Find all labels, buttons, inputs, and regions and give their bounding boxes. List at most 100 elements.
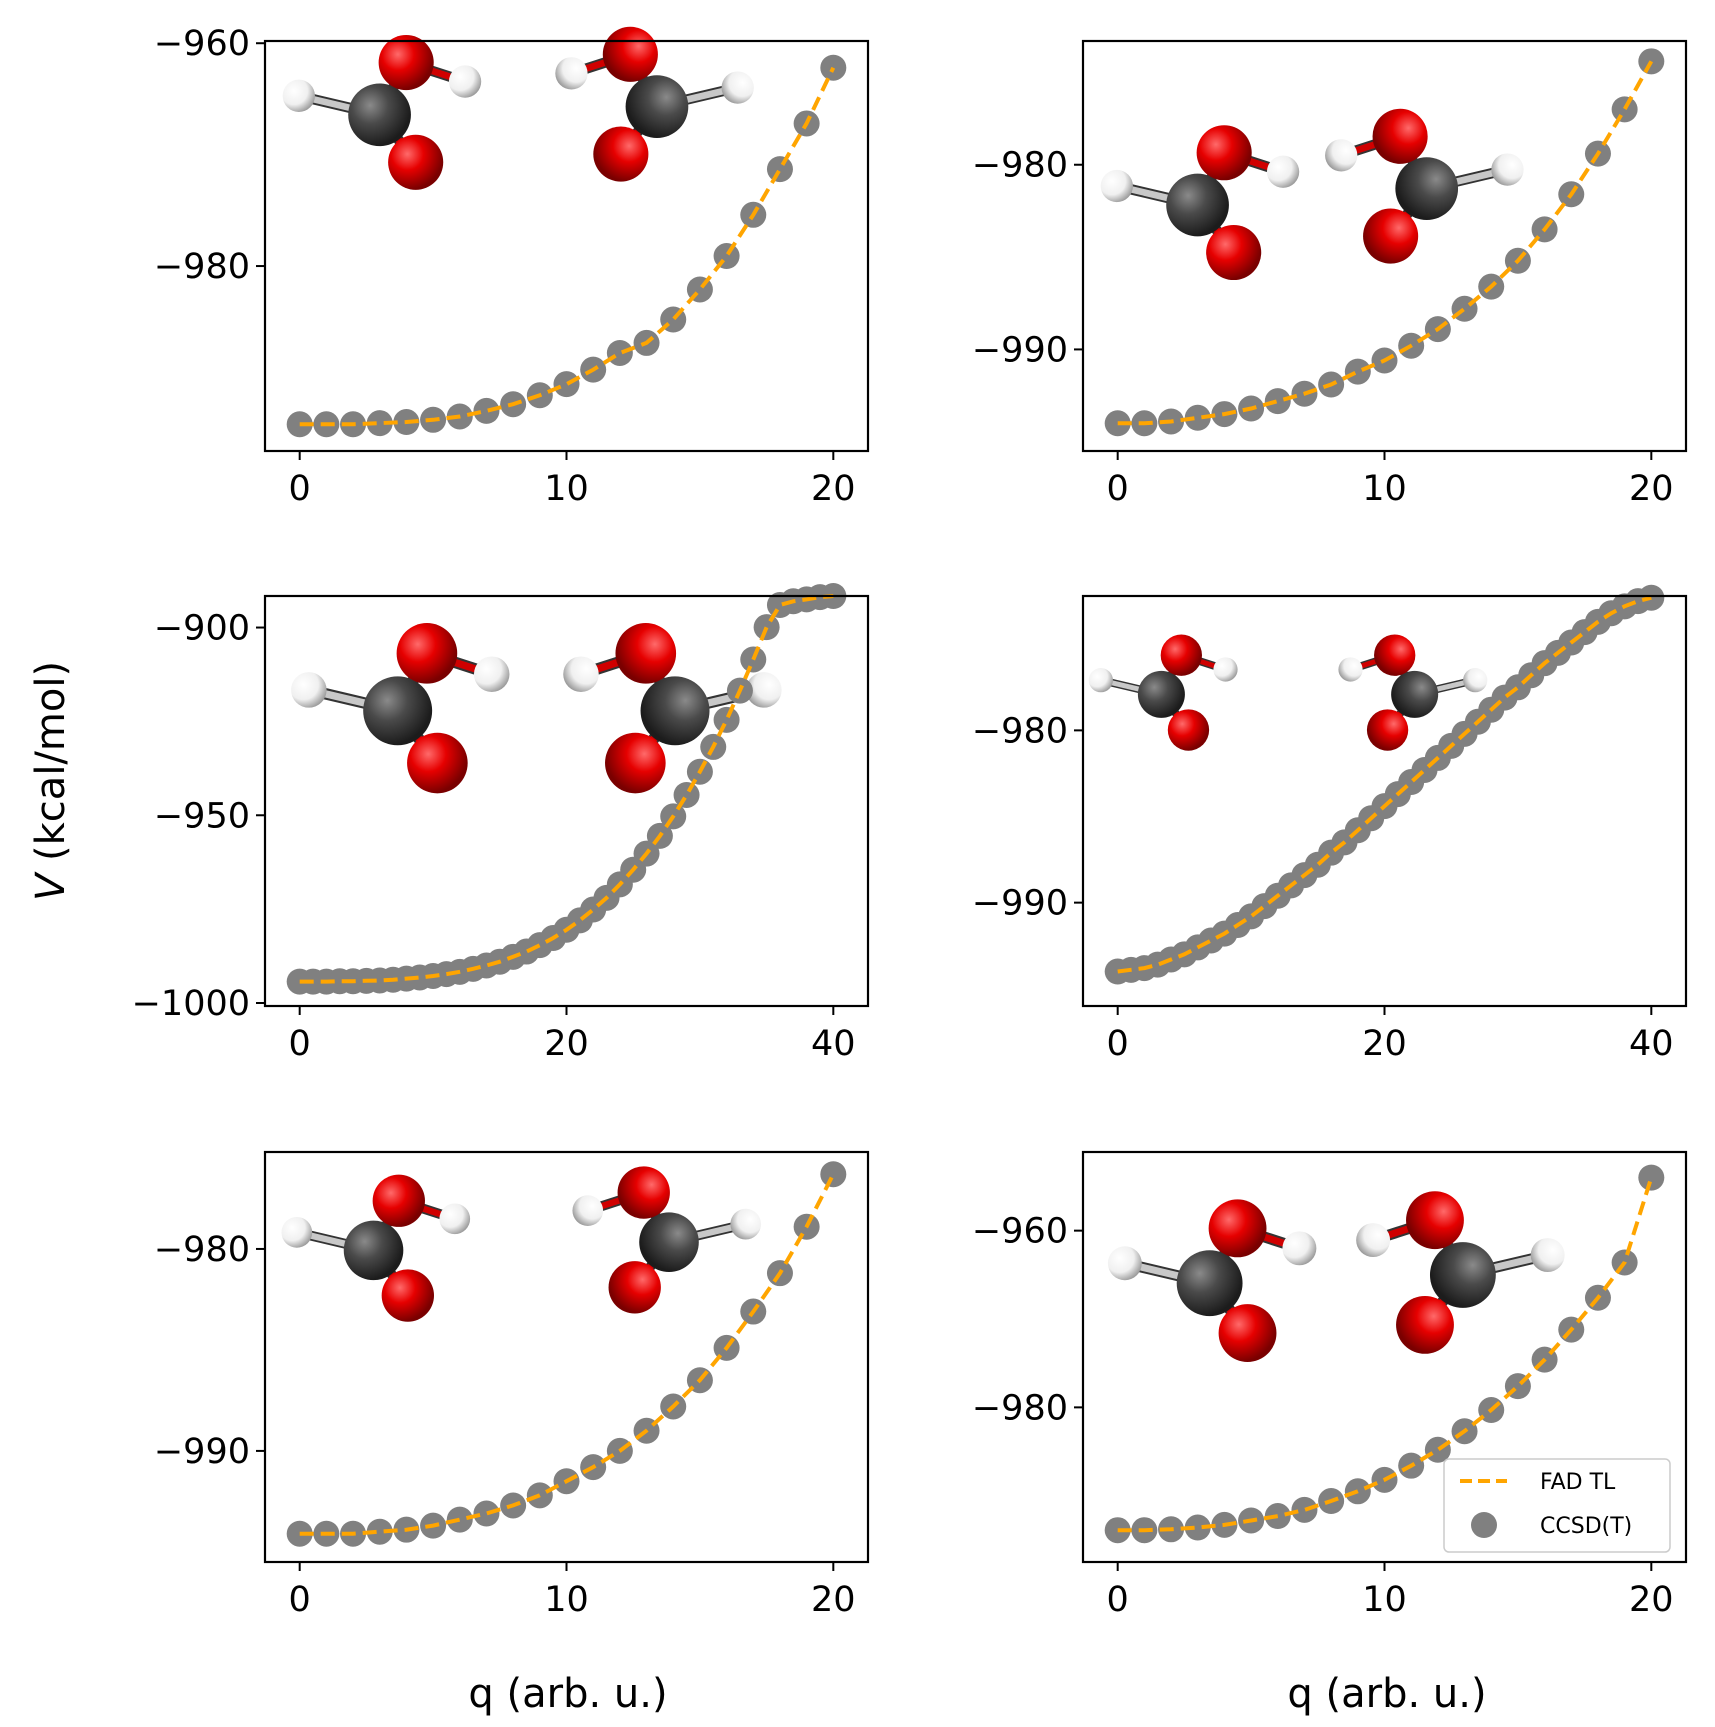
ccsd-point-top-right-9: [1344, 358, 1371, 385]
atom-carbon-middle-right-1: [1391, 670, 1439, 718]
molecule-top-left-1: [555, 26, 754, 182]
xtick-label-top-right-1: 10: [1362, 469, 1407, 509]
ytick-label-bottom-right-1: −960: [972, 1212, 1068, 1252]
fit-line-top-right: [1117, 60, 1654, 426]
atom-oxygen-upper-middle-right-1: [1374, 634, 1416, 676]
atom-carbon-middle-left-1: [640, 676, 710, 746]
x-axis-label-left: q (arb. u.): [468, 1671, 667, 1717]
atom-oxygen-upper-middle-right-0: [1160, 634, 1203, 676]
ccsd-point-bottom-right-3: [1184, 1514, 1211, 1541]
molecule-bottom-right-1: [1356, 1191, 1565, 1354]
ccsd-point-middle-left-29: [673, 781, 700, 808]
molecule-middle-left-0: [291, 623, 510, 794]
ccsd-point-bottom-left-20: [820, 1161, 847, 1188]
fit-line-middle-left: [299, 594, 834, 984]
ccsd-point-middle-right-40: [1638, 584, 1665, 611]
ytick-label-top-left-0: −980: [154, 247, 250, 287]
legend-ccsd-marker-swatch: [1471, 1512, 1497, 1538]
atom-hydrogen-c-bottom-right-0: [1107, 1246, 1142, 1281]
fit-line-bottom-right: [1117, 1176, 1654, 1533]
ccsd-point-top-right-6: [1264, 388, 1291, 415]
atom-oxygen-lower-top-right-1: [1363, 208, 1419, 264]
atom-hydrogen-c-top-right-1: [1491, 153, 1524, 186]
atom-oxygen-lower-middle-right-1: [1366, 709, 1409, 751]
atom-carbon-top-right-0: [1166, 173, 1229, 237]
xtick-label-middle-left-2: 40: [811, 1024, 856, 1064]
ccsd-point-top-right-3: [1184, 404, 1211, 431]
ytick-label-middle-right-1: −980: [972, 711, 1068, 751]
xtick-label-bottom-left-2: 20: [811, 1580, 856, 1620]
atom-oxygen-lower-top-right-0: [1206, 224, 1262, 281]
atom-oxygen-lower-bottom-right-0: [1218, 1304, 1277, 1363]
legend: FAD TL CCSD(T): [1443, 1458, 1671, 1553]
atom-hydrogen-c-middle-left-1: [746, 672, 782, 708]
xtick-label-top-right-0: 0: [1107, 469, 1129, 509]
xtick-label-middle-right-1: 20: [1362, 1024, 1407, 1064]
xtick-label-middle-right-2: 40: [1629, 1024, 1674, 1064]
ytick-label-middle-right-0: −990: [972, 884, 1068, 924]
ccsd-point-top-right-19: [1611, 96, 1638, 123]
legend-label-ccsd: CCSD(T): [1540, 1514, 1632, 1539]
atom-oxygen-lower-top-left-1: [593, 126, 649, 182]
ccsd-point-bottom-right-6: [1264, 1503, 1291, 1530]
panel-bottom-left: 0 10 20 −990 −980: [154, 1150, 870, 1620]
molecule-top-right-1: [1325, 108, 1524, 264]
molecule-middle-right-0: [1088, 634, 1238, 751]
ccsd-point-bottom-left-3: [366, 1518, 393, 1545]
panel-bottom-right: 0 10 20 −980 −960: [972, 1150, 1688, 1620]
atom-hydrogen-o-bottom-left-1: [572, 1195, 604, 1226]
atom-hydrogen-o-top-left-1: [555, 57, 588, 90]
atom-oxygen-lower-middle-left-0: [407, 732, 468, 794]
ytick-label-top-right-0: −990: [972, 330, 1068, 370]
atom-hydrogen-c-top-left-0: [282, 79, 315, 112]
atom-oxygen-lower-bottom-left-1: [608, 1261, 661, 1314]
molecule-bottom-left-0: [281, 1174, 471, 1322]
ccsd-point-top-left-7: [473, 397, 500, 424]
ytick-label-bottom-left-0: −990: [154, 1432, 250, 1472]
atom-carbon-middle-left-0: [363, 676, 433, 746]
atom-oxygen-upper-bottom-right-0: [1208, 1199, 1267, 1258]
atom-hydrogen-c-bottom-left-1: [730, 1208, 762, 1240]
atom-oxygen-upper-top-right-1: [1372, 108, 1428, 164]
ytick-label-bottom-left-1: −980: [154, 1230, 250, 1270]
molecule-middle-right-1: [1338, 634, 1488, 751]
atom-hydrogen-c-middle-right-1: [1463, 668, 1488, 693]
atom-hydrogen-c-bottom-right-1: [1530, 1238, 1565, 1273]
molecule-bottom-right-0: [1107, 1199, 1317, 1363]
atom-oxygen-lower-bottom-right-1: [1396, 1295, 1454, 1354]
ytick-label-middle-left-2: −900: [154, 609, 250, 649]
atom-oxygen-lower-top-left-0: [388, 134, 444, 190]
xtick-label-bottom-right-2: 20: [1629, 1580, 1674, 1620]
xtick-label-middle-right-0: 0: [1107, 1024, 1129, 1064]
atom-oxygen-upper-top-right-0: [1196, 125, 1252, 181]
atom-oxygen-upper-middle-left-1: [615, 623, 677, 684]
molecule-top-left-0: [282, 35, 482, 190]
xtick-label-middle-left-0: 0: [289, 1024, 311, 1064]
xtick-label-bottom-right-0: 0: [1107, 1580, 1129, 1620]
ccsd-point-bottom-left-7: [473, 1500, 500, 1527]
ccsd-point-middle-left-32: [713, 706, 740, 733]
atom-carbon-top-right-1: [1395, 157, 1459, 220]
ccsd-point-bottom-right-0: [1104, 1517, 1131, 1544]
fit-line-bottom-left: [299, 1173, 836, 1536]
y-axis-label: V (kcal/mol): [28, 661, 74, 901]
atom-carbon-bottom-left-1: [639, 1212, 699, 1272]
atom-hydrogen-o-top-left-0: [448, 65, 482, 98]
ytick-label-bottom-right-0: −980: [972, 1388, 1068, 1428]
atom-hydrogen-c-top-right-0: [1100, 169, 1133, 203]
xtick-label-top-left-0: 0: [289, 469, 311, 509]
xtick-label-middle-left-1: 20: [544, 1024, 589, 1064]
atom-hydrogen-o-middle-right-0: [1213, 657, 1238, 682]
atom-hydrogen-c-middle-left-0: [291, 672, 327, 708]
ytick-label-middle-left-1: −950: [154, 796, 250, 836]
xtick-label-top-left-2: 20: [811, 469, 856, 509]
atom-hydrogen-o-middle-left-1: [563, 656, 599, 692]
atom-oxygen-lower-middle-left-1: [605, 732, 666, 794]
atom-hydrogen-o-bottom-left-0: [439, 1203, 471, 1235]
atom-hydrogen-o-top-right-0: [1266, 155, 1300, 188]
ccsd-point-top-left-0: [286, 411, 313, 438]
atom-carbon-top-left-1: [625, 75, 689, 138]
atom-carbon-bottom-right-0: [1176, 1250, 1243, 1317]
ccsd-point-bottom-right-20: [1638, 1164, 1665, 1191]
